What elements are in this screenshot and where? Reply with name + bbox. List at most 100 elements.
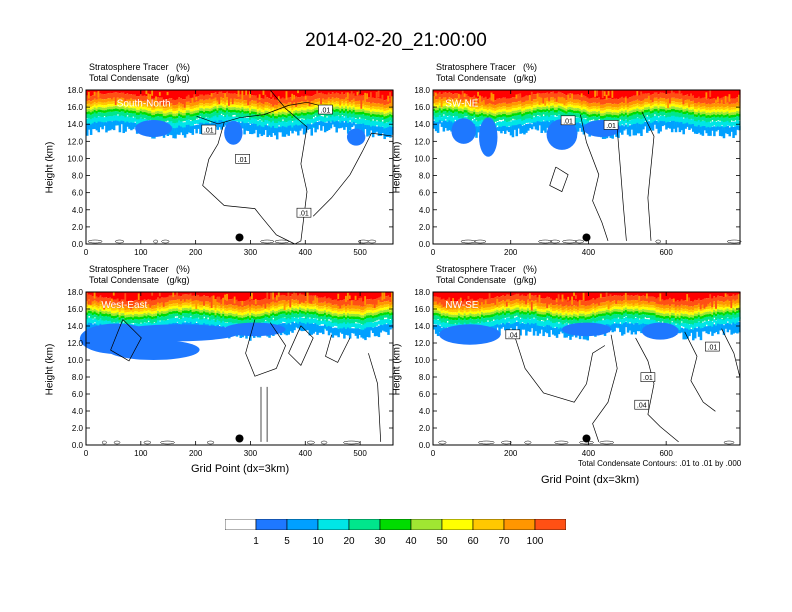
y-tick-label: 4.0 [72, 206, 84, 215]
contour-label: .04 [505, 329, 521, 339]
contour-line [721, 328, 741, 378]
y-tick-label: 14.0 [414, 120, 430, 129]
y-tick-label: 0.0 [72, 441, 84, 450]
contour-label: .01 [603, 120, 619, 130]
y-tick-label: 0.0 [419, 240, 431, 249]
colorbar-label: 60 [467, 536, 479, 547]
colorbar-label: 1 [253, 536, 259, 547]
colorbar-label: 100 [526, 536, 544, 547]
y-tick-label: 18.0 [414, 86, 430, 95]
y-tick-label: 0.0 [72, 240, 84, 249]
section-label: SW-NE [445, 98, 478, 109]
x-tick-label: 500 [353, 449, 367, 458]
x-tick-label: 0 [431, 248, 436, 257]
svg-text:.01: .01 [563, 118, 573, 125]
panel-sw-ne: .01 .01 SW-NE 0.0 2.0 4.0 6.0 8.0 10.0 12.0 14.0 16… [414, 86, 742, 257]
y-tick-label: 0.0 [419, 441, 431, 450]
contour-label: .04 [634, 399, 650, 410]
y-tick-label: 18.0 [67, 288, 83, 297]
contour-note: Total Condensate Contours: .01 to .01 by… [578, 459, 742, 468]
colorbar-label: 20 [343, 536, 355, 547]
x-tick-label: 300 [244, 248, 258, 257]
location-marker [235, 434, 244, 443]
main-title: 2014-02-20_21:00:00 [305, 30, 487, 51]
contour-line [592, 334, 618, 443]
section-label: NW-SE [445, 300, 478, 311]
y-tick-label: 12.0 [414, 137, 430, 146]
colorbar-swatch [286, 519, 319, 530]
y-tick-label: 8.0 [419, 172, 431, 181]
svg-text:.01: .01 [238, 157, 248, 164]
colorbar-swatch [225, 519, 257, 530]
contour-line [549, 166, 569, 193]
panel-title-1: Stratosphere Tracer (%) Total Condensate… [89, 62, 191, 83]
colorbar-swatch [441, 519, 474, 530]
colorbar-swatch [317, 519, 350, 530]
contour-line [368, 353, 382, 442]
contour-label: .01 [201, 124, 217, 135]
section-label: West-East [101, 300, 147, 311]
y-axis-label-3: Height (km) [44, 343, 56, 396]
location-marker [582, 434, 591, 443]
contour-label: .01 [296, 207, 312, 218]
colorbar-swatch [348, 519, 381, 530]
x-tick-label: 600 [659, 449, 673, 458]
y-tick-label: 2.0 [419, 223, 431, 232]
y-tick-label: 16.0 [414, 103, 430, 112]
panel-nw-se: .04 .01 .01 .04 NW-SE 0.0 2.0 4.0 6.0 8.0 10.0 12.0… [414, 288, 741, 458]
colorbar-swatch [410, 519, 443, 530]
colorbar [225, 519, 566, 530]
y-tick-label: 4.0 [419, 407, 431, 416]
panel-title-4: Stratosphere Tracer (%) Total Condensate… [436, 264, 538, 285]
colorbar-label: 50 [436, 536, 448, 547]
x-tick-label: 500 [353, 248, 367, 257]
colorbar-swatch [472, 519, 505, 530]
contour-line [684, 331, 716, 412]
x-tick-label: 600 [659, 248, 673, 257]
section-label: South-North [117, 98, 171, 109]
y-tick-label: 6.0 [72, 390, 84, 399]
panel-title-3: Stratosphere Tracer (%) Total Condensate… [89, 264, 191, 285]
y-tick-label: 10.0 [414, 154, 430, 163]
x-tick-label: 0 [431, 449, 436, 458]
svg-text:.01: .01 [321, 108, 331, 115]
colorbar-label: 40 [405, 536, 417, 547]
svg-text:.01: .01 [299, 211, 309, 218]
y-tick-label: 2.0 [419, 424, 431, 433]
x-axis-label-4: Grid Point (dx=3km) [541, 474, 640, 486]
colorbar-label: 5 [284, 536, 290, 547]
y-tick-label: 2.0 [72, 223, 84, 232]
y-axis-label-1: Height (km) [44, 141, 56, 194]
colorbar-label: 30 [374, 536, 386, 547]
y-tick-label: 10.0 [67, 356, 83, 365]
x-tick-label: 0 [84, 248, 89, 257]
panel-title-2: Stratosphere Tracer (%) Total Condensate… [436, 62, 538, 83]
y-tick-label: 4.0 [419, 206, 431, 215]
y-tick-label: 16.0 [414, 305, 430, 314]
y-tick-label: 12.0 [67, 137, 83, 146]
x-tick-label: 300 [244, 449, 258, 458]
contour-line [325, 334, 351, 363]
contour-line [312, 132, 394, 217]
y-tick-label: 8.0 [72, 172, 84, 181]
y-tick-label: 18.0 [414, 288, 430, 297]
x-tick-label: 400 [299, 248, 313, 257]
contour-line [245, 319, 286, 377]
colorbar-swatch [534, 519, 566, 530]
x-tick-label: 400 [582, 248, 596, 257]
contour-line [196, 101, 332, 125]
x-tick-label: 200 [504, 449, 518, 458]
contour-label: .01 [705, 341, 720, 352]
location-marker [582, 233, 591, 242]
x-tick-label: 400 [299, 449, 313, 458]
colorbar-swatch [255, 519, 288, 530]
panel-south-north: .01 .01 .01 .01 South-North 0.0 2.0 4.0 6.0 8.0 10… [67, 86, 394, 257]
contour-line [202, 122, 295, 245]
contour-line [580, 114, 609, 242]
contour-line [110, 319, 142, 362]
y-tick-label: 6.0 [419, 390, 431, 399]
colorbar-label: 10 [312, 536, 324, 547]
y-tick-label: 2.0 [72, 424, 84, 433]
contour-line [269, 89, 308, 245]
svg-text:.01: .01 [204, 128, 214, 135]
